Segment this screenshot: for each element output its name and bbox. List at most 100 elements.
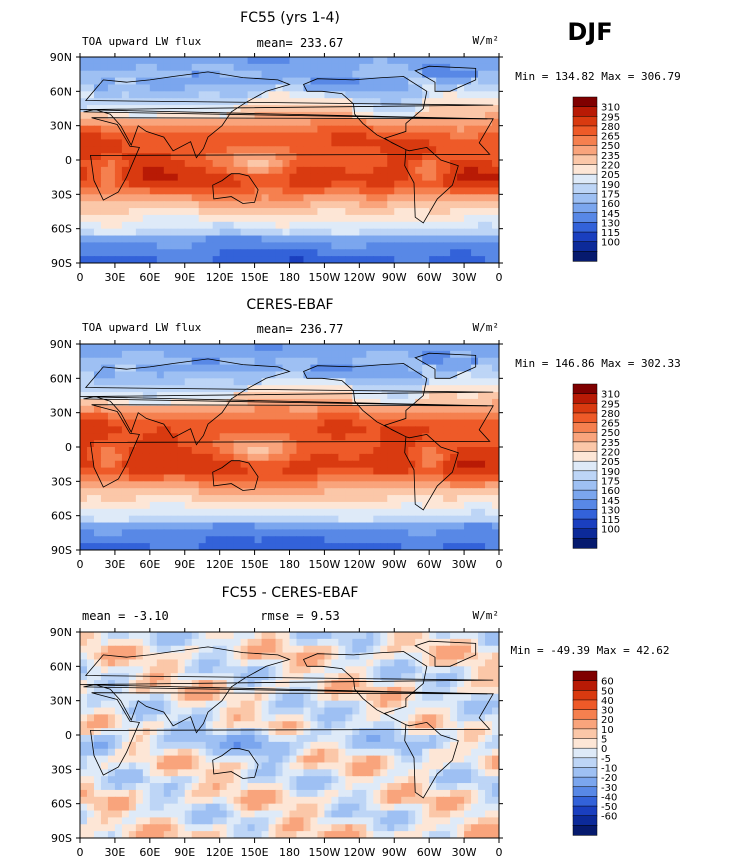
field-cell	[149, 419, 158, 427]
field-cell	[359, 453, 367, 462]
field-cell	[198, 221, 207, 230]
field-cell	[296, 447, 305, 455]
field-cell	[156, 721, 165, 729]
map-field	[80, 344, 499, 550]
field-cell	[464, 666, 472, 674]
field-cell	[149, 180, 158, 189]
field-cell	[163, 180, 172, 189]
field-cell	[184, 453, 193, 462]
field-cell	[310, 84, 319, 92]
field-cell	[303, 536, 312, 544]
field-cell	[296, 208, 305, 216]
field-cell	[324, 693, 332, 702]
field-cell	[275, 412, 284, 421]
field-cell	[478, 357, 486, 366]
field-cell	[373, 652, 381, 661]
field-cell	[317, 350, 326, 359]
field-cell	[457, 371, 465, 379]
x-tick-label: 90W	[382, 558, 407, 571]
field-cell	[485, 249, 493, 257]
field-cell	[408, 680, 416, 688]
field-cell	[296, 522, 305, 530]
field-cell	[401, 256, 409, 263]
field-cell	[184, 214, 193, 223]
field-cell	[492, 680, 499, 688]
field-cell	[282, 385, 291, 393]
field-cell	[226, 405, 235, 414]
field-cell	[289, 735, 298, 743]
field-cell	[289, 153, 298, 161]
field-cell	[436, 735, 444, 743]
field-cell	[310, 433, 319, 441]
field-cell	[457, 488, 465, 496]
field-cell	[296, 344, 305, 352]
field-cell	[93, 495, 102, 503]
field-cell	[436, 187, 444, 195]
field-cell	[191, 357, 200, 366]
field-cell	[436, 460, 444, 469]
field-cell	[107, 221, 116, 230]
field-cell	[219, 344, 228, 352]
field-cell	[198, 344, 207, 352]
field-cell	[296, 357, 305, 366]
field-cell	[247, 735, 256, 743]
field-cell	[93, 426, 102, 434]
coastline	[302, 363, 428, 438]
field-cell	[247, 63, 256, 72]
field-cell	[212, 447, 221, 455]
field-cell	[471, 221, 479, 230]
field-cell	[352, 707, 360, 715]
field-cell	[450, 180, 458, 189]
field-cell	[443, 645, 451, 654]
field-cell	[156, 412, 165, 421]
field-cell	[415, 748, 423, 757]
field-cell	[128, 686, 137, 695]
field-cell	[114, 645, 123, 654]
field-cell	[429, 125, 437, 134]
field-cell	[492, 357, 499, 366]
field-cell	[408, 173, 416, 182]
field-cell	[240, 111, 249, 120]
field-cell	[212, 242, 221, 250]
field-cell	[478, 77, 486, 86]
field-cell	[240, 426, 249, 434]
field-cell	[184, 187, 193, 195]
field-cell	[373, 721, 381, 729]
field-cell	[415, 755, 423, 764]
field-cell	[450, 125, 458, 134]
field-cell	[86, 707, 95, 715]
field-cell	[429, 105, 437, 113]
field-cell	[380, 256, 388, 263]
field-cell	[282, 536, 291, 544]
field-cell	[268, 371, 277, 379]
field-cell	[471, 405, 479, 414]
field-cell	[485, 173, 493, 182]
field-cell	[338, 741, 346, 750]
field-cell	[380, 501, 388, 510]
field-cell	[247, 139, 256, 147]
field-cell	[268, 194, 277, 202]
field-cell	[100, 392, 109, 400]
field-cell	[156, 221, 165, 230]
field-cell	[289, 405, 298, 414]
field-cell	[247, 632, 256, 640]
field-cell	[471, 371, 479, 379]
field-cell	[289, 166, 298, 175]
field-cell	[149, 118, 158, 127]
field-cell	[177, 529, 186, 537]
field-cell	[401, 398, 409, 407]
field-cell	[205, 693, 214, 702]
field-cell	[471, 364, 479, 373]
field-cell	[128, 91, 137, 99]
field-cell	[268, 638, 277, 647]
field-cell	[429, 755, 437, 764]
field-cell	[184, 659, 193, 667]
field-cell	[373, 57, 381, 65]
coastline	[404, 146, 459, 224]
field-cell	[345, 364, 353, 373]
field-cell	[121, 57, 130, 65]
field-cell	[93, 693, 102, 702]
field-cell	[191, 371, 200, 379]
field-cell	[86, 419, 95, 427]
field-cell	[114, 755, 123, 764]
